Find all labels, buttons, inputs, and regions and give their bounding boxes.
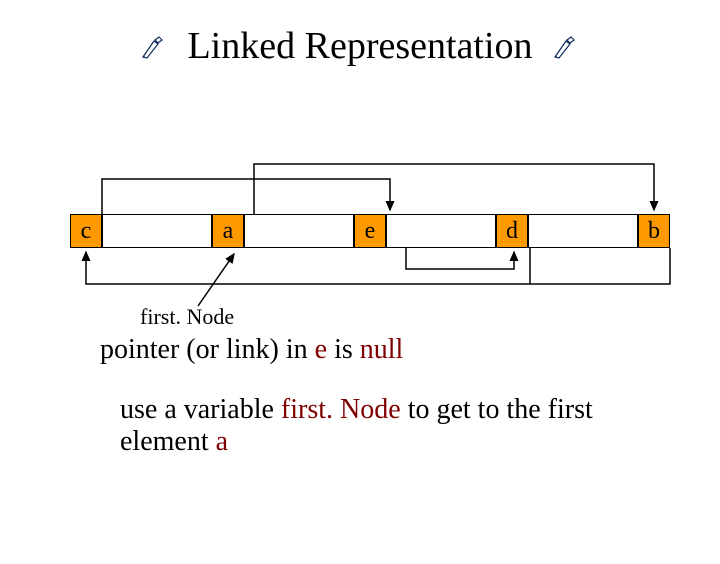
page-title: Linked Representation <box>0 24 720 71</box>
cell-b: b <box>638 214 670 248</box>
cell-blank <box>244 214 354 248</box>
link-e-to-d <box>406 248 514 269</box>
firstnode-highlight: first. Node <box>281 394 401 425</box>
cell-blank <box>528 214 638 248</box>
cell-c: c <box>70 214 102 248</box>
caption-firstnode: use a variable first. Node to get to the… <box>120 394 660 458</box>
cell-e: e <box>354 214 386 248</box>
cell-blank <box>102 214 212 248</box>
cell-blank <box>386 214 496 248</box>
arrows-overlay <box>0 24 720 564</box>
cell-d: d <box>496 214 528 248</box>
caption-null-pointer: pointer (or link) in e is null <box>100 334 403 366</box>
pen-icon-left <box>140 27 168 71</box>
firstnode-arrow <box>198 254 234 306</box>
firstnode-label: first. Node <box>140 304 234 330</box>
a-highlight: a <box>216 426 228 457</box>
link-b-to-c <box>86 248 670 284</box>
node-row: c a e d b <box>70 214 670 248</box>
pen-icon-right <box>552 27 580 71</box>
cell-a: a <box>212 214 244 248</box>
null-highlight: null <box>360 334 404 365</box>
title-text: Linked Representation <box>187 25 532 67</box>
link-c-to-e <box>102 179 390 214</box>
e-highlight: e <box>315 334 327 365</box>
link-a-to-b <box>254 164 654 214</box>
